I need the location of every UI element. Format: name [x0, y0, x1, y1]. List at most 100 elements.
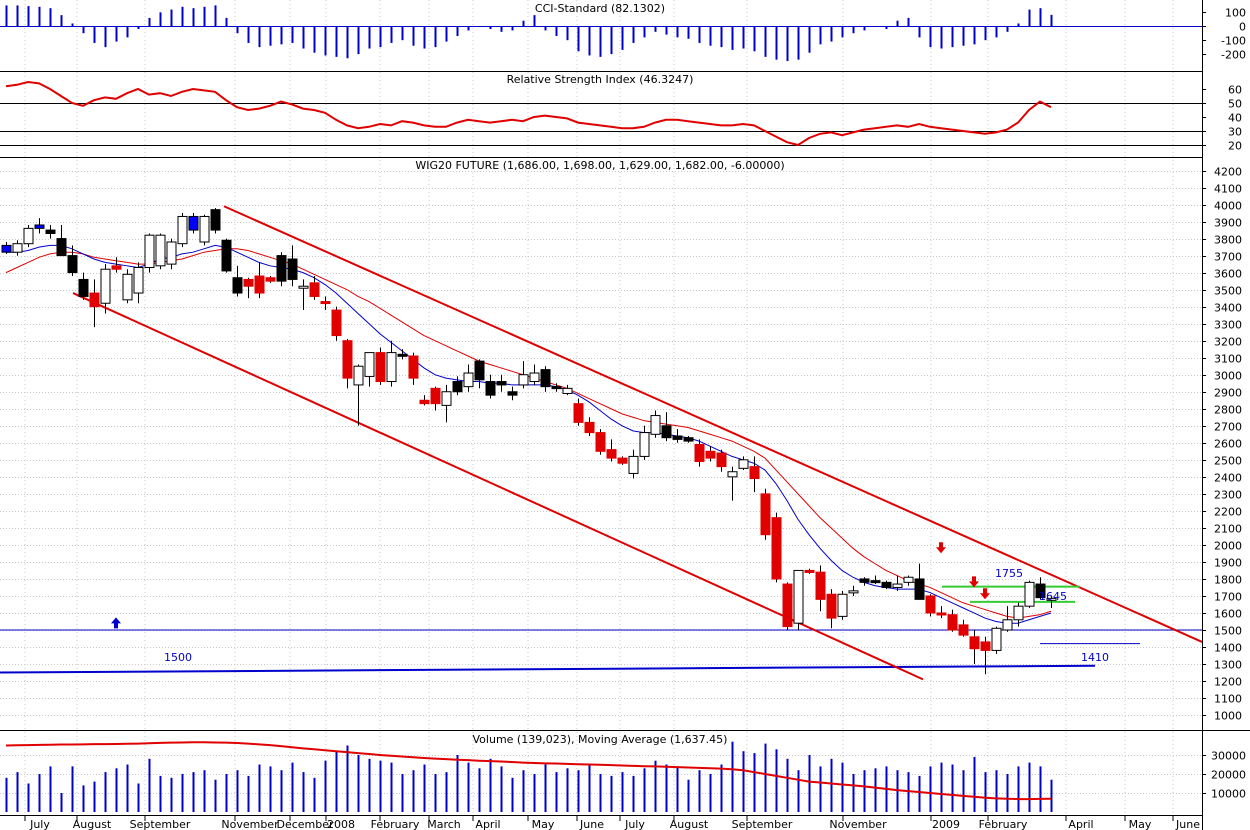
candle-body	[1002, 619, 1013, 631]
candle-body	[892, 583, 903, 588]
price-tick-label: 3300	[1214, 319, 1242, 332]
candle	[111, 257, 122, 273]
candle-body	[573, 403, 584, 423]
candle	[716, 449, 727, 472]
rsi-panel	[0, 71, 1202, 157]
price-tick-label: 2400	[1214, 472, 1242, 485]
price-tick-label: 2300	[1214, 489, 1242, 502]
candle	[254, 262, 265, 299]
candle	[166, 238, 177, 270]
candle-body	[287, 258, 298, 280]
y-axes: 4200 4100 4000 3900 3800 3700 3600 3500 3400 3300…	[1202, 7, 1246, 801]
candle-body	[309, 282, 320, 297]
rsi-line	[5, 80, 1052, 147]
price-tick-label: 1800	[1214, 574, 1242, 587]
rsi-tick-label: 50	[1228, 98, 1242, 111]
candle	[694, 439, 705, 467]
candle	[1002, 606, 1013, 632]
candle-body	[606, 449, 617, 459]
price-tick-label: 3100	[1214, 353, 1242, 366]
long-term-support-line	[0, 664, 1096, 674]
candle-body	[1046, 597, 1057, 601]
candle	[34, 218, 45, 234]
price-tick-label: 1500	[1214, 625, 1242, 638]
candle	[826, 589, 837, 629]
candle	[232, 265, 243, 297]
candle-body	[991, 627, 1002, 651]
price-tick-label: 4200	[1214, 166, 1242, 179]
candle-body	[342, 340, 353, 379]
candle	[650, 410, 661, 438]
candle-body	[1024, 581, 1035, 607]
cci-series	[0, 5, 1202, 62]
candle-body	[529, 372, 540, 383]
price-tick-label: 1400	[1214, 642, 1242, 655]
candle	[45, 224, 56, 239]
candle	[1013, 602, 1024, 627]
candle-body	[782, 583, 793, 628]
price-tick-label: 3700	[1214, 251, 1242, 264]
candle	[540, 366, 551, 392]
rsi-tick-label: 40	[1228, 112, 1242, 125]
candle-body	[694, 444, 705, 463]
support-label: 1500	[164, 651, 192, 664]
volume-tick-label: 30000	[1211, 750, 1246, 763]
cci-tick-label: -200	[1221, 49, 1246, 62]
candle	[320, 296, 331, 311]
candle-body	[672, 435, 683, 440]
price-tick-label: 2500	[1214, 455, 1242, 468]
candle	[991, 626, 1002, 654]
candle	[969, 629, 980, 665]
candle	[683, 435, 694, 443]
candle	[782, 582, 793, 630]
candle-body	[419, 399, 430, 405]
candle	[353, 364, 364, 426]
month-label: September	[732, 818, 793, 830]
candle-body	[661, 425, 672, 439]
candle	[958, 619, 969, 637]
candle-body	[100, 268, 111, 304]
candle	[276, 252, 287, 287]
candle	[771, 512, 782, 583]
price-tick-label: 2000	[1214, 540, 1242, 553]
candle-body	[793, 569, 804, 624]
candle-body	[144, 234, 155, 269]
candle-body	[1013, 605, 1024, 621]
candle	[870, 575, 881, 585]
price-tick-label: 3800	[1214, 234, 1242, 247]
candle-body	[507, 391, 518, 396]
candle-body	[386, 352, 397, 383]
candle-body	[760, 493, 771, 536]
price-tick-label: 3500	[1214, 285, 1242, 298]
candle-body	[826, 593, 837, 619]
candle	[122, 269, 133, 304]
level-1755-label: 1755	[995, 567, 1023, 580]
candle	[518, 361, 529, 389]
candle-body	[727, 471, 738, 478]
price-tick-label: 2200	[1214, 506, 1242, 519]
candle	[573, 398, 584, 426]
candle-body	[122, 273, 133, 301]
candle	[67, 245, 78, 277]
candle	[859, 577, 870, 586]
month-label: April	[475, 818, 500, 830]
candle-body	[34, 224, 45, 229]
candle-body	[650, 415, 661, 435]
candle-body	[265, 277, 276, 282]
candle-body	[320, 301, 331, 305]
level-1645-label: 1645	[1039, 590, 1067, 603]
candle	[364, 352, 375, 387]
candle	[496, 374, 507, 392]
candle	[265, 276, 276, 283]
candle-body	[12, 243, 23, 253]
candle-body	[738, 459, 749, 469]
candle	[639, 425, 650, 460]
month-label: June	[1175, 818, 1200, 830]
candle	[243, 277, 254, 299]
candle	[507, 386, 518, 401]
candle	[628, 449, 639, 479]
candle-body	[936, 612, 947, 616]
candle-body	[925, 595, 936, 614]
candle	[727, 466, 738, 501]
